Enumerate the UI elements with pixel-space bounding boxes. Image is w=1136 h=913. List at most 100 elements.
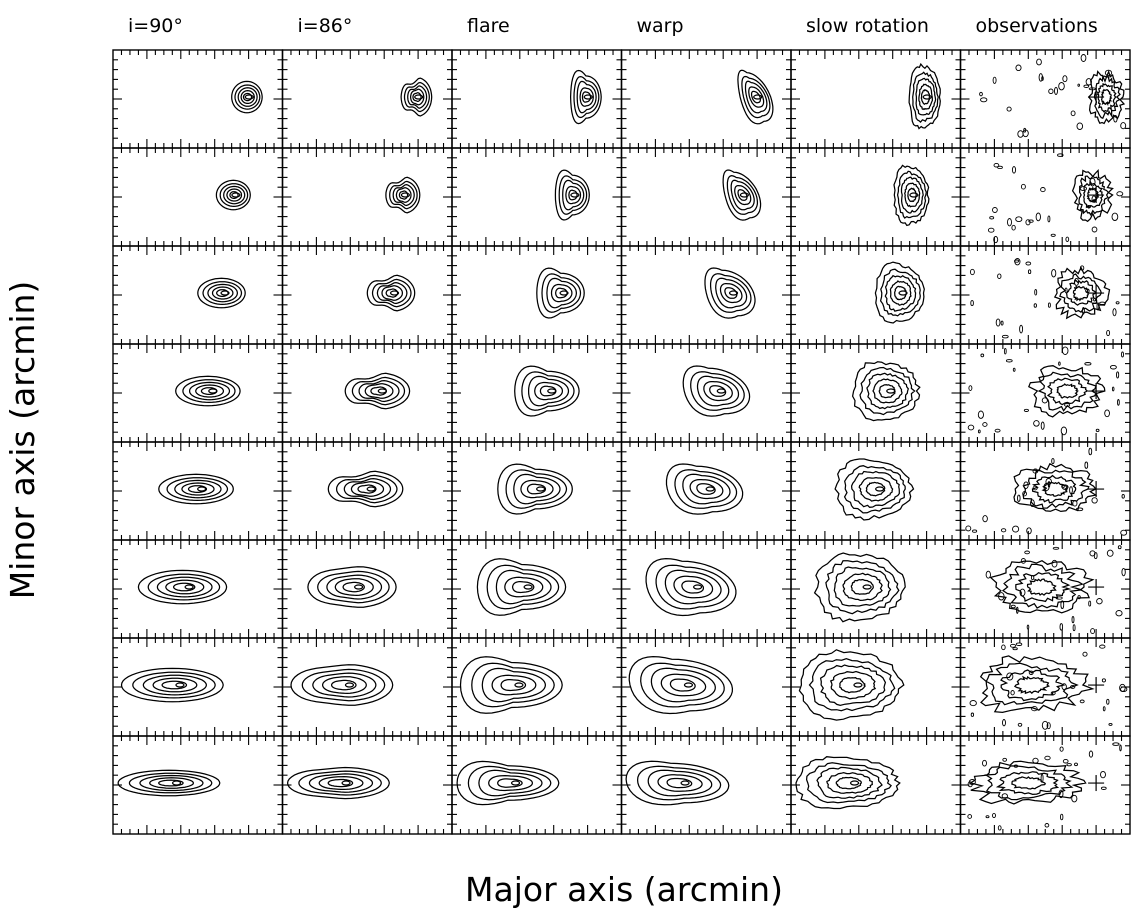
panel-ticks [621, 540, 791, 638]
noise-island [1104, 69, 1113, 77]
contour-level-2 [407, 85, 428, 109]
observed-contour-0 [969, 760, 1087, 805]
contour-level-3 [719, 282, 743, 304]
observed-contour-0 [1028, 365, 1106, 418]
noise-island [1059, 623, 1064, 631]
contour-level-0 [286, 766, 390, 800]
noise-island [985, 815, 990, 819]
contour-level-1 [726, 175, 759, 215]
contour-level-1 [879, 268, 921, 317]
panel-r3-c3 [620, 343, 792, 443]
contour-set [628, 655, 734, 715]
panel-r1-c4 [790, 147, 962, 247]
noise-island [1082, 651, 1088, 657]
panel-r0-c5 [959, 49, 1131, 149]
contour-level-1 [655, 564, 730, 610]
contour-peak [366, 486, 376, 492]
panel-ticks [282, 442, 452, 540]
contour-set [682, 365, 751, 417]
noise-island [1064, 287, 1068, 294]
contour-level-1 [301, 668, 386, 702]
panel-ticks [113, 442, 283, 540]
noise-island [1079, 699, 1085, 704]
contour-level-2 [513, 473, 561, 505]
contour-level-2 [816, 766, 883, 799]
noise-island [1025, 261, 1032, 266]
contour-level-4 [161, 680, 188, 690]
panel-frame [790, 441, 962, 541]
panel-r4-c4 [790, 441, 962, 541]
contour-level-3 [226, 188, 243, 202]
panel-r3-c0 [112, 343, 284, 443]
panel-r1-c0 [112, 147, 284, 247]
column-title-5: observations [976, 15, 1098, 37]
noise-island [1072, 500, 1078, 507]
noise-island [1058, 82, 1065, 91]
noise-island [1006, 106, 1012, 112]
observed-contour-0 [989, 559, 1095, 614]
contour-level-0 [908, 62, 941, 130]
noise-island [970, 712, 975, 717]
contour-level-1 [709, 273, 752, 313]
noise-island [1093, 297, 1097, 302]
x-axis-label: Major axis (arcmin) [465, 870, 783, 909]
contour-set [514, 365, 580, 417]
noise-island [1117, 545, 1122, 550]
panel-r3-c2 [451, 343, 623, 443]
column-title-3: warp [637, 15, 684, 37]
contour-level-2 [664, 569, 722, 605]
noise-island [1051, 559, 1058, 568]
observed-contour-0 [979, 655, 1095, 714]
noise-island [1115, 610, 1123, 617]
noise-island [1075, 507, 1084, 512]
noise-island [1088, 447, 1093, 456]
noise-island [1036, 58, 1042, 66]
contour-level-4 [412, 92, 422, 103]
contour-level-0 [569, 69, 602, 125]
panel-r5-c2 [451, 539, 623, 639]
noise-island [1017, 494, 1021, 502]
noise-island [982, 759, 987, 767]
noise-island [994, 428, 1001, 433]
contour-level-2 [730, 179, 755, 211]
noise-island [1112, 742, 1120, 746]
contour-level-2 [744, 80, 768, 114]
panel-r5-c4 [790, 539, 962, 639]
panel-r7-c3 [620, 735, 792, 835]
contour-level-2 [647, 769, 713, 797]
panel-r3-c4 [790, 343, 962, 443]
noise-island [1054, 86, 1058, 95]
contour-level-0 [290, 664, 394, 706]
noise-island [1041, 720, 1049, 730]
contour-level-0 [682, 365, 751, 417]
contour-level-1 [741, 75, 771, 119]
noise-island [1061, 484, 1065, 489]
panel-ticks [791, 540, 961, 638]
noise-island [1074, 762, 1078, 767]
contour-level-3 [211, 286, 234, 300]
contour-level-3 [350, 481, 385, 497]
panel-ticks [960, 148, 1130, 246]
contour-level-2 [562, 179, 585, 211]
contour-level-2 [495, 569, 552, 605]
center-cross-marker [1088, 285, 1105, 302]
contour-level-0 [117, 769, 221, 797]
panel-ticks [791, 246, 961, 344]
observed-contour-3 [1013, 675, 1051, 695]
noise-island [1010, 604, 1016, 609]
noise-island [1106, 329, 1111, 337]
panel-ticks [452, 246, 622, 344]
contour-set [874, 261, 925, 324]
contour-peak [909, 192, 919, 198]
noise-island [997, 165, 1003, 170]
contour-set [215, 179, 251, 211]
contour-set [286, 766, 390, 800]
noise-island [1119, 744, 1122, 752]
observed-contour-1 [1022, 469, 1090, 509]
panel-r7-c0 [112, 735, 284, 835]
noise-island [1012, 525, 1020, 533]
contour-level-0 [497, 463, 573, 515]
contour-level-4 [200, 387, 218, 396]
observed-contour-0 [1071, 169, 1114, 223]
noise-island [1023, 408, 1029, 412]
